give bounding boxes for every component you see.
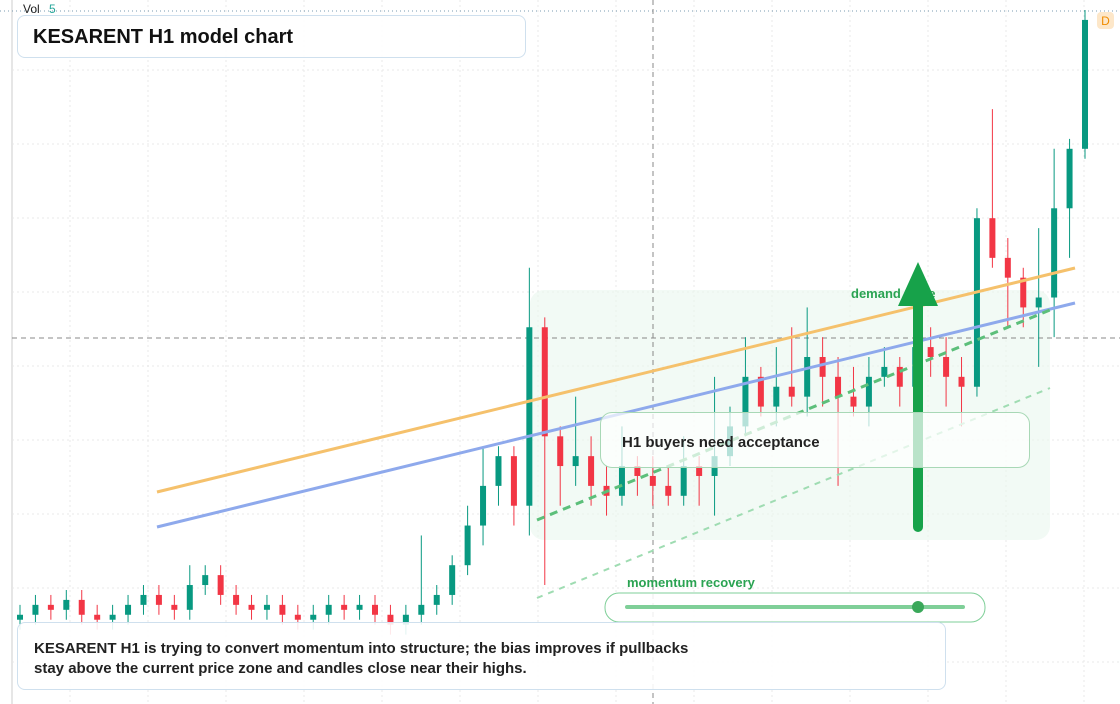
candle-body (263, 604, 270, 610)
candle-body (804, 357, 811, 397)
candle-body (896, 366, 903, 387)
candle-body (680, 466, 687, 496)
candle-body (588, 456, 595, 486)
candle-body (202, 575, 209, 586)
candle-body (665, 485, 672, 496)
summary-box: KESARENT H1 is trying to convert momentu… (17, 622, 946, 690)
acceptance-text: H1 buyers need acceptance (622, 434, 820, 451)
candle-body (17, 614, 23, 620)
arrow-head (898, 262, 938, 306)
candle-body (989, 218, 996, 258)
candle-body (927, 347, 934, 357)
title: KESARENT H1 model chart (33, 26, 294, 48)
candle-body (233, 594, 240, 605)
candle-body (171, 604, 178, 610)
candle-body (541, 327, 548, 437)
candle-body (279, 604, 286, 615)
vol-value: 5 (49, 2, 56, 16)
candle-body (387, 614, 394, 625)
candle-body (850, 396, 857, 407)
candle-body (248, 604, 255, 610)
candle-body (788, 386, 795, 397)
candle-body (958, 376, 965, 387)
candle-body (1051, 208, 1058, 298)
badge-bg (1097, 12, 1114, 29)
candle-body (109, 614, 116, 620)
candle-body (310, 614, 317, 620)
candle-body (572, 456, 579, 467)
candle-body (125, 604, 132, 615)
candle-body (464, 525, 471, 566)
badge: D (1101, 14, 1110, 28)
candle-body (480, 485, 487, 526)
candle-body (634, 466, 641, 476)
candle-body (186, 585, 193, 610)
candle-body (865, 376, 872, 407)
candle-body (742, 376, 749, 427)
candle-body (32, 604, 39, 615)
candle-body (510, 456, 517, 506)
summary: KESARENT H1 is trying to convert momentu… (34, 639, 688, 679)
summary-line: KESARENT H1 is trying to convert momentu… (34, 640, 689, 657)
candle-body (773, 386, 780, 407)
candle-body (495, 456, 502, 486)
candle-body (155, 594, 162, 605)
candle-body (217, 575, 224, 595)
candle-body (943, 357, 950, 377)
candle-body (402, 614, 409, 625)
candle-body (696, 466, 703, 476)
candle-body (1020, 277, 1027, 308)
candle-body (418, 604, 425, 615)
candle-body (757, 376, 764, 407)
vol-label: Vol (23, 2, 40, 16)
candle-body (449, 565, 456, 595)
candle-body (881, 366, 888, 377)
candle-body (78, 599, 85, 615)
candle-body (47, 604, 54, 610)
candle-body (1082, 19, 1088, 149)
candle-body (294, 614, 301, 620)
candle-body (1035, 297, 1042, 308)
candle-body (372, 604, 378, 615)
candle-body (325, 604, 332, 615)
candle-body (819, 357, 826, 377)
candle-body (94, 614, 101, 620)
candle-body (63, 599, 70, 610)
candle-body (973, 218, 980, 387)
candle-body (649, 475, 656, 486)
candle-body (1004, 257, 1011, 278)
candle-body (341, 604, 348, 610)
title-box: KESARENT H1 model chart (17, 15, 526, 58)
candle-body (835, 376, 842, 397)
candle-body (356, 604, 363, 610)
candle-body (526, 327, 533, 506)
candle-body (140, 594, 147, 605)
momentum-label: momentum recovery (627, 575, 756, 590)
candle-body (557, 436, 564, 467)
candle-body (1066, 148, 1073, 209)
candle-body (618, 466, 625, 496)
candle-body (433, 594, 440, 605)
acceptance-box: H1 buyers need acceptance (600, 412, 1030, 468)
slider-knob (912, 601, 924, 613)
summary-line: stay above the current price zone and ca… (34, 660, 527, 677)
